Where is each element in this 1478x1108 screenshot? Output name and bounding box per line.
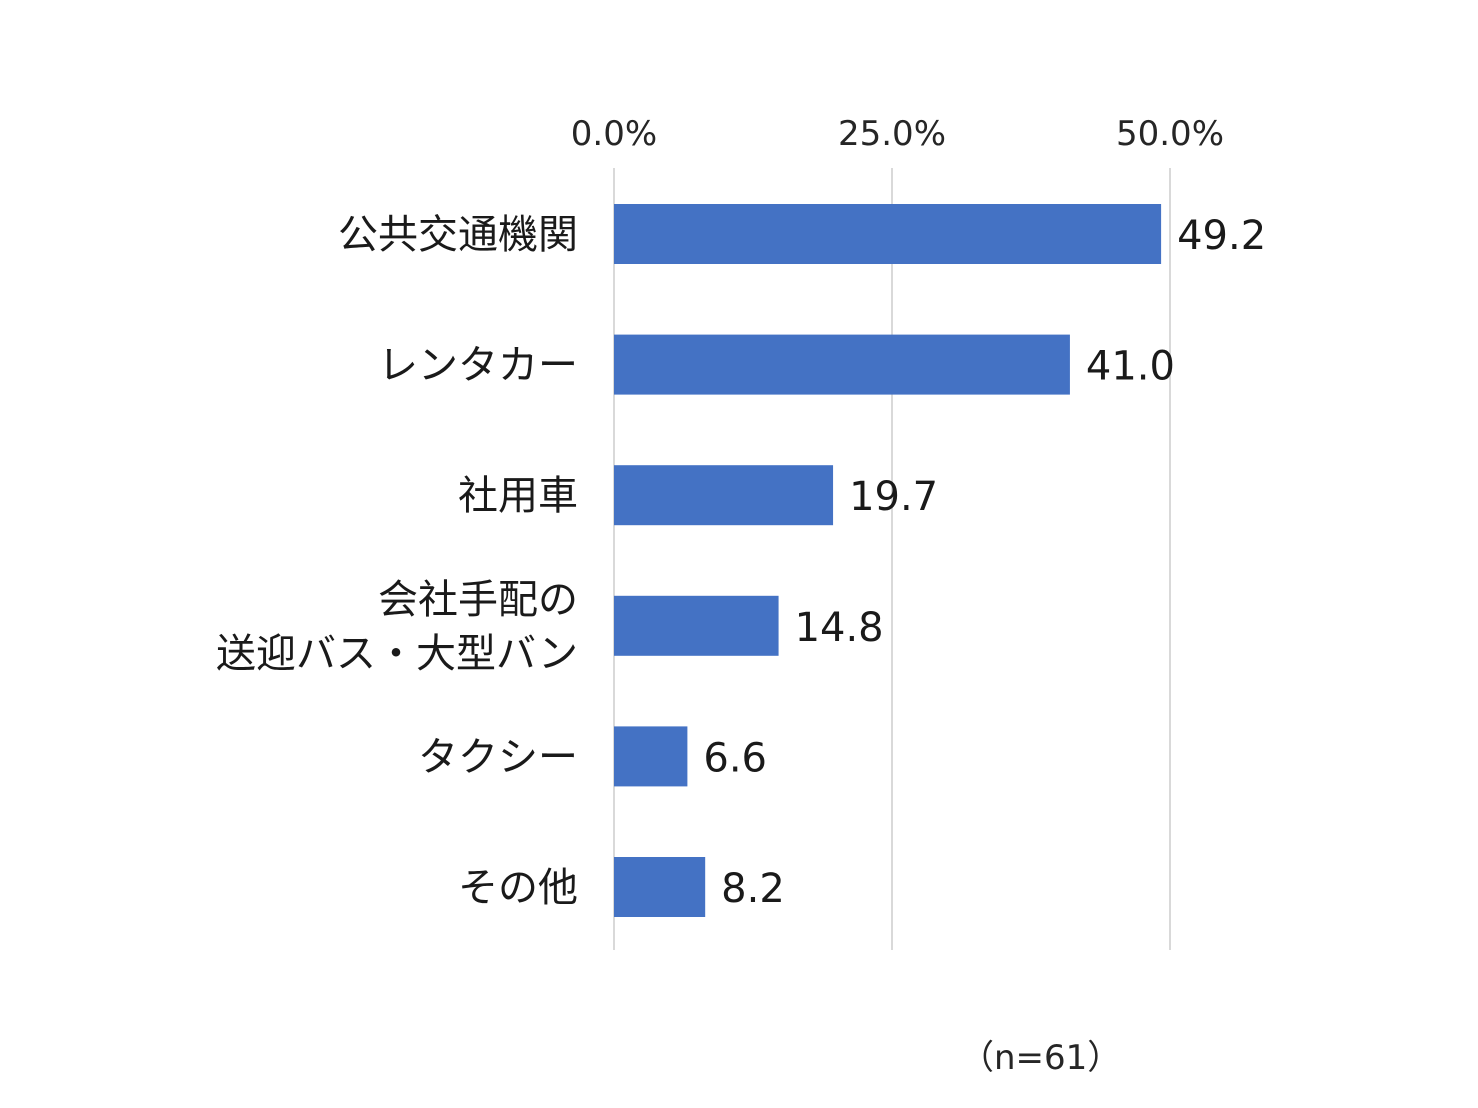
data-labels: 49.2 41.0 19.7 14.8 6.6 8.2 [703,213,1266,912]
data-label: 49.2 [1177,213,1266,259]
data-label: 6.6 [703,735,767,781]
bar [614,857,706,917]
sample-size-note: （n=61） [960,1038,1122,1078]
data-label: 14.8 [795,605,884,651]
category-label: タクシー [418,734,578,780]
bar [614,334,1070,395]
data-label: 8.2 [721,866,785,912]
x-tick-label: 50.0% [1116,114,1224,154]
category-label: 公共交通機関 [338,212,578,258]
bar [614,595,779,656]
category-label: レンタカー [378,343,578,389]
gridlines [613,168,1171,950]
data-label: 41.0 [1086,344,1175,390]
x-axis-ticks: 0.0% 25.0% 50.0% [571,114,1224,154]
x-tick-label: 25.0% [838,114,946,154]
category-label: 会社手配の送迎バス・大型バン [216,577,578,677]
x-tick-label: 0.0% [571,114,657,154]
category-label: 社用車 [458,473,578,519]
bar [614,726,688,787]
bars [614,204,1162,917]
data-label: 19.7 [849,474,938,520]
bar [614,465,834,526]
bar [614,204,1162,264]
category-label: その他 [458,865,578,911]
